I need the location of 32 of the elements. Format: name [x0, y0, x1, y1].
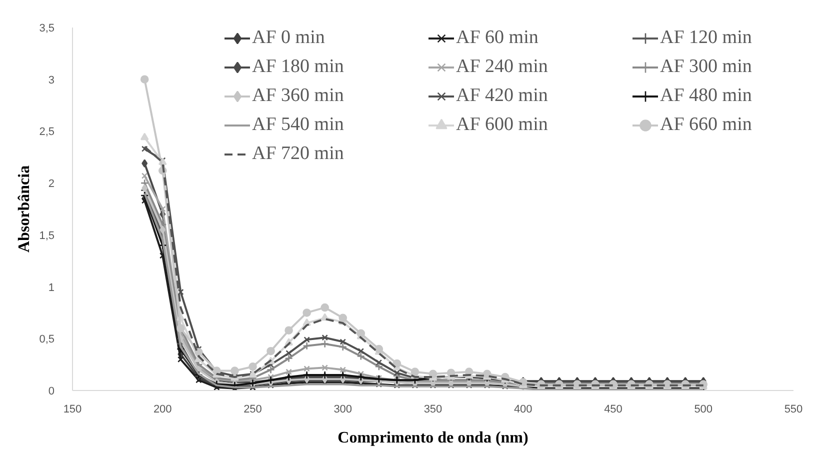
x-tick-label: 550 — [784, 404, 803, 416]
legend-label: AF 180 min — [252, 55, 345, 79]
x-tick-label: 250 — [244, 404, 262, 416]
x-tick-label: 200 — [153, 404, 172, 416]
legend-label: AF 240 min — [456, 55, 549, 79]
x-tick-label: 350 — [424, 404, 442, 416]
y-tick-label: 1 — [48, 282, 55, 294]
y-tick-label: 2 — [48, 178, 55, 190]
x-axis-title: Comprimento de onda (nm) — [338, 430, 528, 446]
legend-label: AF 600 min — [456, 113, 549, 137]
y-tick-label: 3 — [48, 74, 55, 86]
y-tick-label: 0,5 — [39, 334, 55, 346]
y-tick-label: 0 — [48, 386, 55, 398]
legend-label: AF 420 min — [456, 84, 549, 108]
legend-label: AF 360 min — [252, 84, 345, 108]
y-axis-title: Absorbância — [16, 165, 34, 253]
legend-label: AF 720 min — [252, 142, 345, 166]
y-tick-label: 2,5 — [39, 126, 55, 138]
legend-label: AF 120 min — [660, 26, 753, 50]
x-tick-label: 400 — [514, 404, 532, 416]
legend-label: AF 660 min — [660, 113, 753, 137]
x-tick-label: 300 — [334, 404, 352, 416]
legend-label: AF 540 min — [252, 113, 345, 137]
y-tick-label: 3,5 — [39, 22, 55, 34]
legend-label: AF 480 min — [660, 84, 753, 108]
x-tick-label: 450 — [604, 404, 622, 416]
y-tick-label: 1,5 — [39, 230, 55, 242]
x-tick-label: 150 — [63, 404, 82, 416]
legend-label: AF 0 min — [252, 26, 326, 50]
x-tick-label: 500 — [694, 404, 713, 416]
legend-label: AF 300 min — [660, 55, 753, 79]
legend-label: AF 60 min — [456, 26, 540, 50]
